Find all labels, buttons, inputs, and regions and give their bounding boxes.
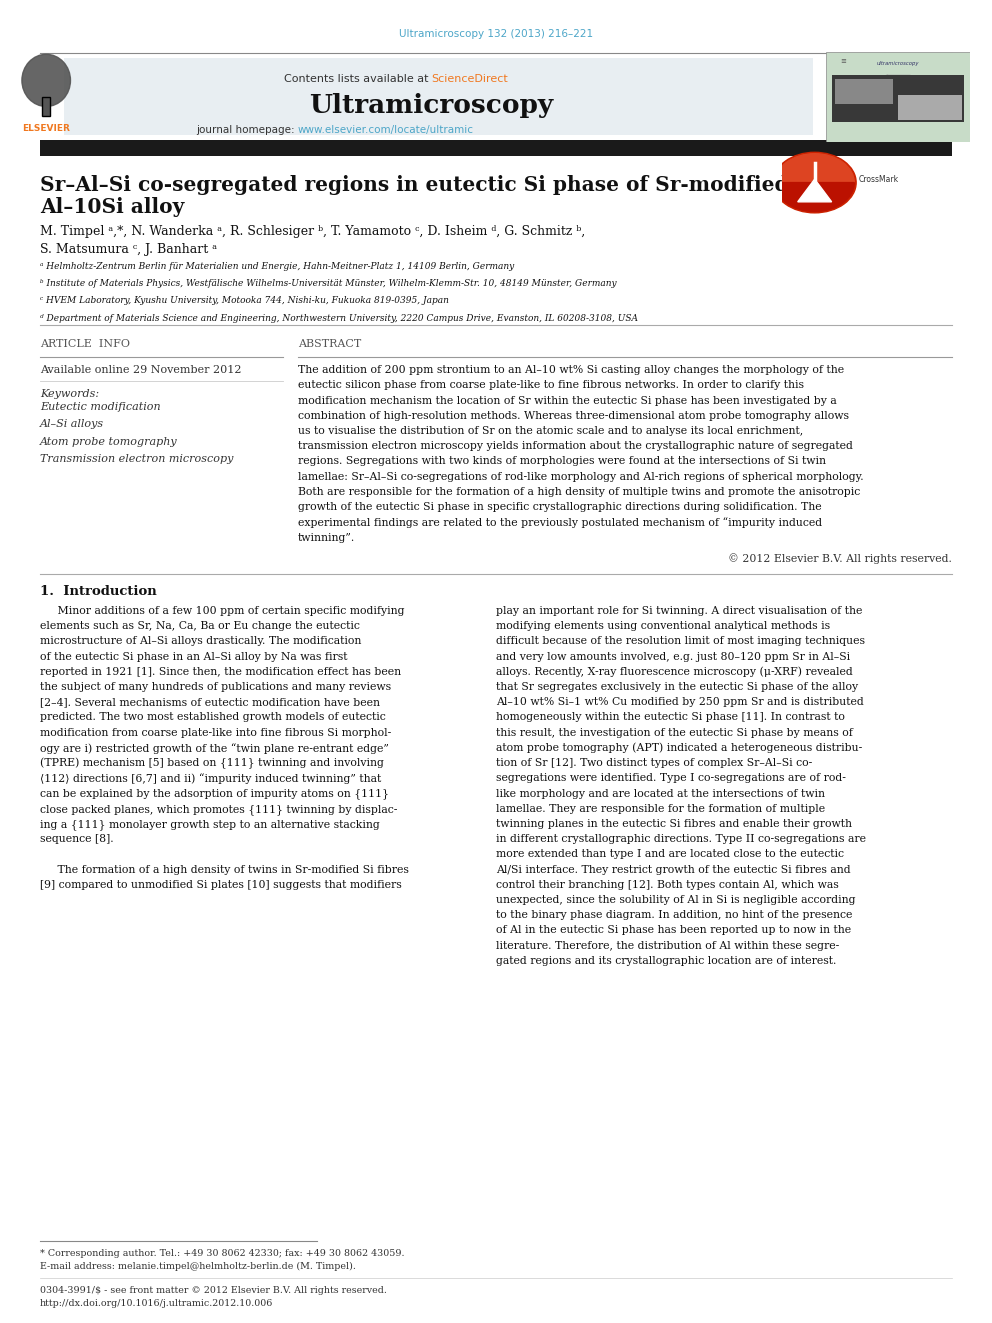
Text: of Al in the eutectic Si phase has been reported up to now in the: of Al in the eutectic Si phase has been … xyxy=(496,926,851,935)
Text: unexpected, since the solubility of Al in Si is negligible according: unexpected, since the solubility of Al i… xyxy=(496,894,855,905)
Text: sequence [8].: sequence [8]. xyxy=(40,833,113,844)
Text: and very low amounts involved, e.g. just 80–120 ppm Sr in Al–Si: and very low amounts involved, e.g. just… xyxy=(496,651,850,662)
Text: ≡: ≡ xyxy=(840,58,846,64)
Text: 1.  Introduction: 1. Introduction xyxy=(40,585,157,598)
FancyBboxPatch shape xyxy=(835,78,893,103)
Text: close packed planes, which promotes {111} twinning by displac-: close packed planes, which promotes {111… xyxy=(40,803,397,815)
Text: Al–10Si alloy: Al–10Si alloy xyxy=(40,197,184,217)
FancyBboxPatch shape xyxy=(64,58,813,135)
Text: journal homepage:: journal homepage: xyxy=(195,124,298,135)
Text: eutectic silicon phase from coarse plate-like to fine fibrous networks. In order: eutectic silicon phase from coarse plate… xyxy=(298,381,804,390)
Text: elements such as Sr, Na, Ca, Ba or Eu change the eutectic: elements such as Sr, Na, Ca, Ba or Eu ch… xyxy=(40,620,359,631)
Text: Ultramicroscopy: Ultramicroscopy xyxy=(310,94,554,118)
Text: Transmission electron microscopy: Transmission electron microscopy xyxy=(40,454,233,464)
Text: regions. Segregations with two kinds of morphologies were found at the intersect: regions. Segregations with two kinds of … xyxy=(298,456,825,467)
Text: of the eutectic Si phase in an Al–Si alloy by Na was first: of the eutectic Si phase in an Al–Si all… xyxy=(40,651,347,662)
Text: Atom probe tomography: Atom probe tomography xyxy=(40,437,178,447)
Text: Available online 29 November 2012: Available online 29 November 2012 xyxy=(40,365,241,376)
Text: Both are responsible for the formation of a high density of multiple twins and p: Both are responsible for the formation o… xyxy=(298,487,860,497)
Text: © 2012 Elsevier B.V. All rights reserved.: © 2012 Elsevier B.V. All rights reserved… xyxy=(728,553,952,564)
Text: ᵃ Helmholtz-Zentrum Berlin für Materialien und Energie, Hahn-Meitner-Platz 1, 14: ᵃ Helmholtz-Zentrum Berlin für Materiali… xyxy=(40,262,514,271)
Text: ogy are i) restricted growth of the “twin plane re-entrant edge”: ogy are i) restricted growth of the “twi… xyxy=(40,742,389,754)
Text: difficult because of the resolution limit of most imaging techniques: difficult because of the resolution limi… xyxy=(496,636,865,647)
Ellipse shape xyxy=(22,54,70,106)
Text: ing a {111} monolayer growth step to an alternative stacking: ing a {111} monolayer growth step to an … xyxy=(40,819,379,830)
Text: ᵈ Department of Materials Science and Engineering, Northwestern University, 2220: ᵈ Department of Materials Science and En… xyxy=(40,314,638,323)
Text: atom probe tomography (APT) indicated a heterogeneous distribu-: atom probe tomography (APT) indicated a … xyxy=(496,742,862,753)
Text: ELSEVIER: ELSEVIER xyxy=(22,123,70,132)
Text: CrossMark: CrossMark xyxy=(859,175,899,184)
Text: Al/Si interface. They restrict growth of the eutectic Si fibres and: Al/Si interface. They restrict growth of… xyxy=(496,865,850,875)
Text: E-mail address: melanie.timpel@helmholtz-berlin.de (M. Timpel).: E-mail address: melanie.timpel@helmholtz… xyxy=(40,1262,355,1271)
Text: ᶜ HVEM Laboratory, Kyushu University, Motooka 744, Nishi-ku, Fukuoka 819-0395, J: ᶜ HVEM Laboratory, Kyushu University, Mo… xyxy=(40,296,448,306)
FancyBboxPatch shape xyxy=(832,75,964,122)
Circle shape xyxy=(773,152,856,213)
Text: twinning planes in the eutectic Si fibres and enable their growth: twinning planes in the eutectic Si fibre… xyxy=(496,819,852,830)
Text: the subject of many hundreds of publications and many reviews: the subject of many hundreds of publicat… xyxy=(40,681,391,692)
Text: The addition of 200 ppm strontium to an Al–10 wt% Si casting alloy changes the m: The addition of 200 ppm strontium to an … xyxy=(298,365,844,376)
Text: [9] compared to unmodified Si plates [10] suggests that modifiers: [9] compared to unmodified Si plates [10… xyxy=(40,880,402,890)
FancyBboxPatch shape xyxy=(826,52,970,142)
Text: segregations were identified. Type I co-segregations are of rod-: segregations were identified. Type I co-… xyxy=(496,773,846,783)
Text: like morphology and are located at the intersections of twin: like morphology and are located at the i… xyxy=(496,789,825,799)
Text: Al–10 wt% Si–1 wt% Cu modified by 250 ppm Sr and is distributed: Al–10 wt% Si–1 wt% Cu modified by 250 pp… xyxy=(496,697,864,708)
Text: Minor additions of a few 100 ppm of certain specific modifying: Minor additions of a few 100 ppm of cert… xyxy=(40,606,404,617)
Text: ABSTRACT: ABSTRACT xyxy=(298,339,361,349)
Text: lamellae. They are responsible for the formation of multiple: lamellae. They are responsible for the f… xyxy=(496,803,825,814)
Text: S. Matsumura ᶜ, J. Banhart ᵃ: S. Matsumura ᶜ, J. Banhart ᵃ xyxy=(40,243,217,257)
Text: www.elsevier.com/locate/ultramic: www.elsevier.com/locate/ultramic xyxy=(298,124,473,135)
Text: twinning”.: twinning”. xyxy=(298,532,355,542)
Text: * Corresponding author. Tel.: +49 30 8062 42330; fax: +49 30 8062 43059.: * Corresponding author. Tel.: +49 30 806… xyxy=(40,1249,404,1258)
Text: ARTICLE  INFO: ARTICLE INFO xyxy=(40,339,130,349)
Text: combination of high-resolution methods. Whereas three-dimensional atom probe tom: combination of high-resolution methods. … xyxy=(298,410,848,421)
Text: that Sr segregates exclusively in the eutectic Si phase of the alloy: that Sr segregates exclusively in the eu… xyxy=(496,681,858,692)
Text: homogeneously within the eutectic Si phase [11]. In contrast to: homogeneously within the eutectic Si pha… xyxy=(496,712,845,722)
Text: ultramicroscopy: ultramicroscopy xyxy=(877,61,920,66)
Text: us to visualise the distribution of Sr on the atomic scale and to analyse its lo: us to visualise the distribution of Sr o… xyxy=(298,426,803,437)
Text: growth of the eutectic Si phase in specific crystallographic directions during s: growth of the eutectic Si phase in speci… xyxy=(298,501,821,512)
Text: gated regions and its crystallographic location are of interest.: gated regions and its crystallographic l… xyxy=(496,955,836,966)
Text: [2–4]. Several mechanisms of eutectic modification have been: [2–4]. Several mechanisms of eutectic mo… xyxy=(40,697,380,708)
Text: alloys. Recently, X-ray fluorescence microscopy (μ-XRF) revealed: alloys. Recently, X-ray fluorescence mic… xyxy=(496,667,853,677)
Text: lamellae: Sr–Al–Si co-segregations of rod-like morphology and Al-rich regions of: lamellae: Sr–Al–Si co-segregations of ro… xyxy=(298,471,863,482)
Text: http://dx.doi.org/10.1016/j.ultramic.2012.10.006: http://dx.doi.org/10.1016/j.ultramic.201… xyxy=(40,1299,273,1308)
Text: Sr–Al–Si co-segregated regions in eutectic Si phase of Sr-modified: Sr–Al–Si co-segregated regions in eutect… xyxy=(40,175,789,194)
Text: in different crystallographic directions. Type II co-segregations are: in different crystallographic directions… xyxy=(496,833,866,844)
Text: Contents lists available at: Contents lists available at xyxy=(284,74,432,85)
FancyBboxPatch shape xyxy=(42,97,51,116)
Text: microstructure of Al–Si alloys drastically. The modification: microstructure of Al–Si alloys drastical… xyxy=(40,636,361,647)
Text: modification from coarse plate-like into fine fibrous Si morphol-: modification from coarse plate-like into… xyxy=(40,728,391,738)
Text: The formation of a high density of twins in Sr-modified Si fibres: The formation of a high density of twins… xyxy=(40,865,409,875)
Text: play an important role for Si twinning. A direct visualisation of the: play an important role for Si twinning. … xyxy=(496,606,862,617)
Text: ScienceDirect: ScienceDirect xyxy=(432,74,508,85)
Text: modifying elements using conventional analytical methods is: modifying elements using conventional an… xyxy=(496,620,830,631)
Text: reported in 1921 [1]. Since then, the modification effect has been: reported in 1921 [1]. Since then, the mo… xyxy=(40,667,401,677)
FancyBboxPatch shape xyxy=(899,95,961,120)
Text: Eutectic modification: Eutectic modification xyxy=(40,402,161,413)
Wedge shape xyxy=(775,153,854,183)
Text: Keywords:: Keywords: xyxy=(40,389,99,400)
Text: (TPRE) mechanism [5] based on {111} twinning and involving: (TPRE) mechanism [5] based on {111} twin… xyxy=(40,758,384,770)
Text: control their branching [12]. Both types contain Al, which was: control their branching [12]. Both types… xyxy=(496,880,839,890)
Text: literature. Therefore, the distribution of Al within these segre-: literature. Therefore, the distribution … xyxy=(496,941,839,951)
Text: Ultramicroscopy 132 (2013) 216–221: Ultramicroscopy 132 (2013) 216–221 xyxy=(399,29,593,40)
Text: ⟨112⟩ directions [6,7] and ii) “impurity induced twinning” that: ⟨112⟩ directions [6,7] and ii) “impurity… xyxy=(40,773,381,785)
Text: can be explained by the adsorption of impurity atoms on {111}: can be explained by the adsorption of im… xyxy=(40,789,389,799)
Text: this result, the investigation of the eutectic Si phase by means of: this result, the investigation of the eu… xyxy=(496,728,853,738)
Text: modification mechanism the location of Sr within the eutectic Si phase has been : modification mechanism the location of S… xyxy=(298,396,836,406)
Text: more extended than type I and are located close to the eutectic: more extended than type I and are locate… xyxy=(496,849,844,860)
Text: ____________: ____________ xyxy=(886,71,911,75)
Text: to the binary phase diagram. In addition, no hint of the presence: to the binary phase diagram. In addition… xyxy=(496,910,852,921)
Wedge shape xyxy=(775,183,854,212)
Text: experimental findings are related to the previously postulated mechanism of “imp: experimental findings are related to the… xyxy=(298,517,821,528)
Text: ᵇ Institute of Materials Physics, Westfälische Wilhelms-Universität Münster, Wil: ᵇ Institute of Materials Physics, Westfä… xyxy=(40,279,616,288)
FancyBboxPatch shape xyxy=(40,140,952,156)
Text: 0304-3991/$ - see front matter © 2012 Elsevier B.V. All rights reserved.: 0304-3991/$ - see front matter © 2012 El… xyxy=(40,1286,387,1295)
Text: transmission electron microscopy yields information about the crystallographic n: transmission electron microscopy yields … xyxy=(298,441,852,451)
Polygon shape xyxy=(798,179,831,202)
Text: M. Timpel ᵃ,*, N. Wanderka ᵃ, R. Schlesiger ᵇ, T. Yamamoto ᶜ, D. Isheim ᵈ, G. Sc: M. Timpel ᵃ,*, N. Wanderka ᵃ, R. Schlesi… xyxy=(40,225,585,238)
Text: Al–Si alloys: Al–Si alloys xyxy=(40,419,104,430)
Text: tion of Sr [12]. Two distinct types of complex Sr–Al–Si co-: tion of Sr [12]. Two distinct types of c… xyxy=(496,758,812,769)
Text: predicted. The two most established growth models of eutectic: predicted. The two most established grow… xyxy=(40,712,386,722)
